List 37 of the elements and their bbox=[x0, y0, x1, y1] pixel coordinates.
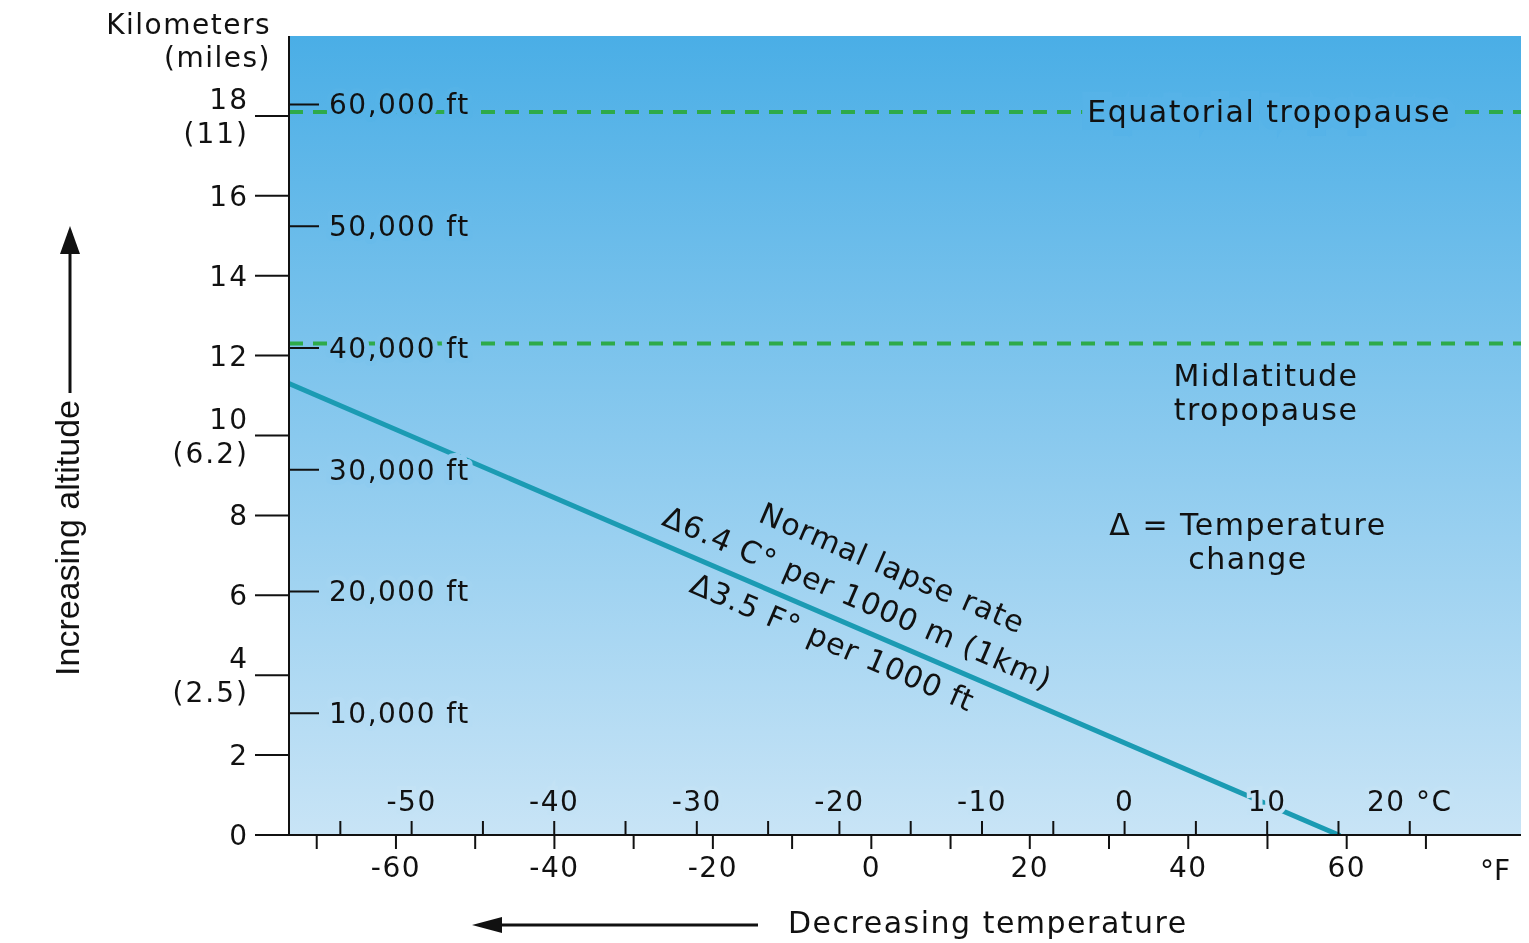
x2-tick-label: 0 bbox=[1114, 785, 1135, 818]
y-tick-label: 10 (6.2) bbox=[172, 402, 249, 470]
y2-tick-label: 30,000 ft bbox=[329, 453, 470, 487]
y2-tick-label: 50,000 ft bbox=[329, 210, 470, 244]
y-tick-label: 8 bbox=[229, 499, 249, 533]
x2-tick-label: -30 bbox=[671, 785, 722, 818]
y2-tick-label: 60,000 ft bbox=[329, 88, 470, 122]
x2-tick-label: -40 bbox=[529, 785, 580, 818]
x-tick-label: -20 bbox=[687, 851, 738, 884]
y-tick-label: 14 bbox=[209, 259, 249, 293]
y-tick-label: 4 (2.5) bbox=[172, 642, 249, 710]
y2-tick-label: 40,000 ft bbox=[329, 331, 470, 365]
y-tick-label: 2 bbox=[229, 739, 249, 773]
x2-tick-label: -50 bbox=[386, 785, 437, 818]
ref-line-label: Equatorial tropopause bbox=[1087, 93, 1451, 129]
annotation: Δ = Temperature change bbox=[1108, 507, 1388, 576]
y2-tick-label: 20,000 ft bbox=[329, 575, 470, 609]
text: Increasing altitude bbox=[47, 400, 86, 676]
x2-tick-label: -20 bbox=[814, 785, 865, 818]
x2-tick-label: -10 bbox=[956, 785, 1008, 818]
x2-tick-label: 20 °C bbox=[1366, 785, 1453, 818]
y-tick-label: 16 bbox=[209, 179, 249, 213]
x-tick-label: 0 bbox=[861, 851, 881, 884]
y-tick-label: 6 bbox=[229, 579, 249, 613]
y2-tick-label: 10,000 ft bbox=[329, 697, 470, 731]
x-tick-label: -40 bbox=[529, 851, 580, 884]
x-tick-label: 60 bbox=[1327, 851, 1367, 884]
x-tick-label: 40 bbox=[1168, 851, 1208, 884]
x-tick-label: 20 bbox=[1010, 851, 1050, 884]
y-axis-title: Kilometers (miles) bbox=[105, 8, 271, 74]
y-tick-label: 12 bbox=[209, 339, 249, 373]
x-tick-label: -60 bbox=[370, 851, 422, 884]
ref-line-label: Midlatitude tropopause bbox=[1173, 357, 1359, 427]
x-axis-title: Decreasing temperature bbox=[788, 905, 1188, 940]
text: °F bbox=[1479, 854, 1511, 887]
y-tick-label: 0 bbox=[229, 819, 249, 852]
y-tick-label: 18 (11) bbox=[183, 82, 249, 150]
